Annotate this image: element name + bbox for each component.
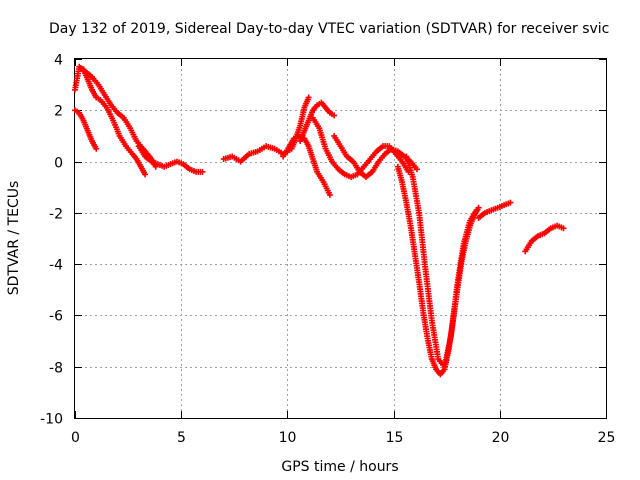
grid <box>75 59 606 418</box>
data-point <box>199 168 206 175</box>
x-tick-labels: 0 5 10 15 20 25 <box>71 430 615 446</box>
data-point <box>331 112 338 119</box>
series-track-4 <box>135 143 206 175</box>
data-point <box>326 191 333 198</box>
series-track-13 <box>522 222 567 255</box>
data-point <box>560 225 567 232</box>
data-point <box>473 207 480 214</box>
data-point <box>413 166 420 173</box>
series-track-12 <box>475 199 514 221</box>
data-point <box>142 171 149 178</box>
y-tick-label: 2 <box>54 104 63 120</box>
y-axis-label: SDTVAR / TECUs <box>6 181 22 296</box>
y-tick-label: 4 <box>54 53 63 69</box>
y-tick-label: 0 <box>54 156 63 172</box>
axis-ticks <box>75 59 607 419</box>
series-track-8 <box>309 114 412 180</box>
y-tick-label: -4 <box>49 258 63 274</box>
series-track-11 <box>403 153 480 370</box>
series-track-3 <box>72 107 100 152</box>
x-tick-label: 5 <box>177 430 186 446</box>
data-points <box>72 63 567 378</box>
data-point <box>93 145 100 152</box>
series-track-5 <box>220 94 312 165</box>
data-point <box>305 94 312 101</box>
chart-title: Day 132 of 2019, Sidereal Day-to-day VTE… <box>49 21 609 37</box>
x-axis-label: GPS time / hours <box>281 459 398 475</box>
x-tick-label: 10 <box>279 430 297 446</box>
x-tick-label: 15 <box>386 430 404 446</box>
data-point <box>507 199 514 206</box>
y-tick-label: -2 <box>49 207 63 223</box>
x-tick-label: 25 <box>598 430 616 446</box>
y-tick-labels: 4 2 0 -2 -4 -6 -8 -10 <box>40 53 63 428</box>
y-tick-label: -10 <box>40 412 63 428</box>
y-tick-label: -6 <box>49 309 63 325</box>
x-tick-label: 0 <box>71 430 80 446</box>
plot-frame <box>74 58 607 419</box>
series-track-2 <box>80 66 149 178</box>
y-tick-label: -8 <box>49 361 63 377</box>
series-track-7 <box>297 99 338 145</box>
x-tick-label: 20 <box>492 430 510 446</box>
